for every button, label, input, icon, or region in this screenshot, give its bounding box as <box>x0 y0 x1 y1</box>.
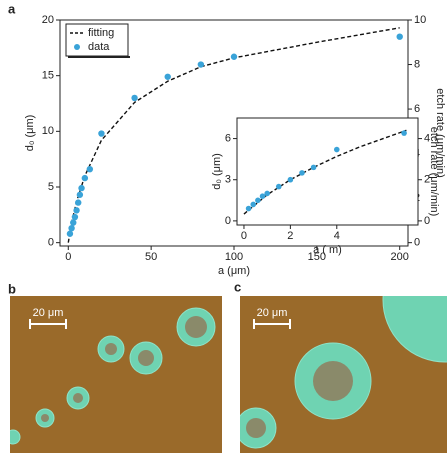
panel-label: b <box>8 281 16 296</box>
data-point <box>76 191 84 198</box>
panel-label: a <box>8 1 16 16</box>
data-point <box>396 33 403 40</box>
y-tick-label: 3 <box>225 174 231 186</box>
x-tick-label: 200 <box>391 251 409 263</box>
y2-tick-label: 6 <box>414 103 420 115</box>
y-tick-label: 10 <box>42 125 54 137</box>
data-point <box>70 219 77 226</box>
data-point <box>197 61 205 68</box>
x-tick-label: 150 <box>308 251 326 263</box>
data-point <box>310 164 317 171</box>
fit-line <box>243 129 407 215</box>
x-tick-label: 50 <box>145 251 157 263</box>
x-tick-label: 0 <box>241 230 247 242</box>
x-tick-label: 100 <box>225 251 243 263</box>
data-point <box>71 213 79 221</box>
data-point <box>86 165 94 173</box>
y-tick-label: 20 <box>42 14 54 26</box>
charts: 050100150200051015200246810a (μm)d₀ (μm)… <box>8 1 446 276</box>
legend-label: fitting <box>88 27 114 39</box>
data-point <box>333 146 340 153</box>
data-point <box>75 199 82 206</box>
legend-box <box>65 23 129 57</box>
y-tick-label: 0 <box>225 215 231 227</box>
data-point <box>66 230 74 237</box>
y2-tick-label: 0 <box>414 237 420 249</box>
data-point <box>245 205 252 212</box>
legend-marker <box>74 44 80 50</box>
panel-label: c <box>234 279 241 294</box>
data-point <box>275 183 282 190</box>
y2-tick-label: 8 <box>414 58 420 70</box>
data-point <box>299 170 305 176</box>
y2-axis-label: etch rate (μm/min) <box>428 127 440 216</box>
y-tick-label: 5 <box>48 181 54 193</box>
scale-bar-label: 20 μm <box>257 307 288 319</box>
y2-tick-label: 10 <box>414 14 426 26</box>
data-point <box>259 193 266 199</box>
data-point <box>264 190 270 197</box>
data-point <box>131 94 138 102</box>
y-tick-label: 0 <box>48 237 54 249</box>
data-point <box>73 207 80 214</box>
data-point <box>250 201 257 208</box>
data-point <box>287 176 294 183</box>
data-point <box>98 130 105 137</box>
legend-shadow <box>68 56 130 58</box>
micrograph-c: 20 μm <box>240 296 447 453</box>
y2-axis-label: etch rate (μm/min) <box>434 88 446 177</box>
y-tick-label: 6 <box>225 132 231 144</box>
data-point <box>230 53 238 60</box>
data-point <box>68 224 75 232</box>
data-point <box>78 184 85 192</box>
legend-label: data <box>88 41 110 53</box>
micrograph-b: 20 μm <box>10 296 222 453</box>
data-point <box>401 130 407 136</box>
plot-area <box>236 117 419 226</box>
y-axis-label: d₀ (μm) <box>24 115 36 152</box>
x-tick-label: 2 <box>287 230 293 242</box>
scale-bar-label: 20 μm <box>33 307 64 319</box>
data-point <box>255 197 261 204</box>
x-axis-label: a ( m) <box>313 244 342 256</box>
y2-tick-label: 4 <box>424 132 430 144</box>
x-axis-label: a (μm) <box>218 265 250 277</box>
x-tick-label: 4 <box>334 230 340 242</box>
y-tick-label: 15 <box>42 70 54 82</box>
y2-tick-label: 2 <box>424 174 430 186</box>
data-point <box>164 73 171 80</box>
x-tick-label: 0 <box>65 251 71 263</box>
y2-tick-label: 0 <box>424 215 430 227</box>
data-point <box>81 174 89 182</box>
y-axis-label: d₀ (μm) <box>211 153 223 190</box>
